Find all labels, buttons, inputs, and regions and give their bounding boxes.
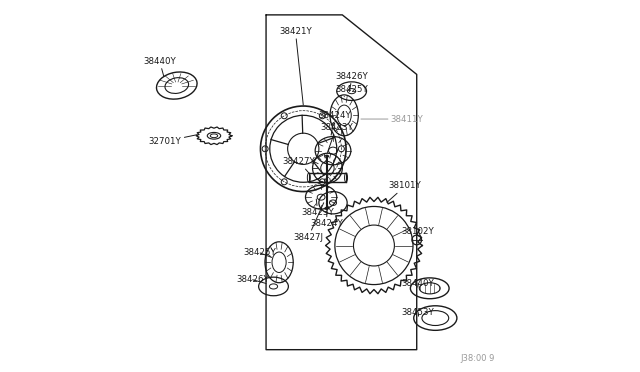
Text: J38:00 9: J38:00 9 [460,354,495,363]
Text: 38426Y: 38426Y [236,275,269,284]
Text: 38424Y: 38424Y [318,111,351,135]
Text: 38425Y: 38425Y [244,248,276,257]
Text: 38424Y: 38424Y [310,205,342,228]
Text: 38427Y: 38427Y [283,157,316,173]
Text: 38425Y: 38425Y [335,85,369,97]
Text: 38102Y: 38102Y [402,227,435,238]
Text: 38440Y: 38440Y [402,279,435,288]
Text: 38423Y: 38423Y [301,199,334,217]
Text: 38101Y: 38101Y [387,182,422,202]
Text: 38440Y: 38440Y [143,57,176,76]
Text: 38453Y: 38453Y [402,308,435,317]
Text: 32701Y: 32701Y [149,135,197,146]
Text: 38411Y: 38411Y [361,115,424,124]
Text: 38421Y: 38421Y [279,27,312,105]
Text: 38423Y: 38423Y [320,123,353,153]
Text: 38426Y: 38426Y [335,72,369,90]
Text: 38427J: 38427J [293,203,324,242]
